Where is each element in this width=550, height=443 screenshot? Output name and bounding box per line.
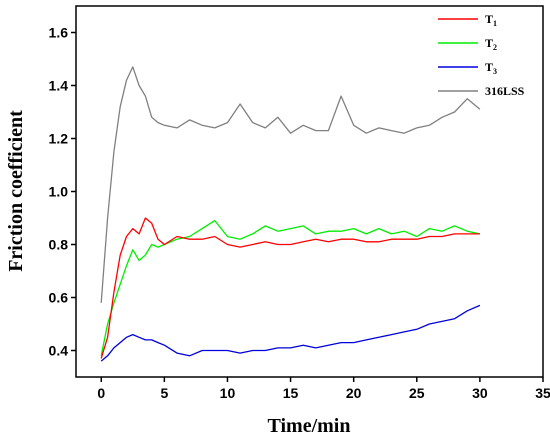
- series-line-2: [100, 219, 481, 356]
- legend-label-name: T: [485, 36, 493, 50]
- legend-label-subscript: 1: [493, 19, 497, 28]
- x-tick-label: 15: [283, 385, 299, 401]
- series-line-4: [100, 66, 481, 303]
- plot-frame: [75, 5, 544, 378]
- y-axis-title: Friction coefficient: [5, 110, 27, 272]
- y-tick-label: 1.0: [49, 184, 69, 200]
- legend-label-name: 316LSS: [485, 84, 525, 98]
- x-tick-label: 0: [97, 385, 105, 401]
- y-tick-label: 0.4: [49, 343, 69, 359]
- x-tick-label: 5: [160, 385, 168, 401]
- legend-label: T2: [485, 36, 497, 52]
- x-tick-label: 20: [346, 385, 362, 401]
- legend-label: T1: [485, 12, 497, 28]
- y-tick-label: 1.4: [49, 78, 69, 94]
- legend-label-subscript: 2: [493, 43, 497, 52]
- series-layer: [100, 66, 481, 362]
- y-tick-label: 1.6: [49, 25, 69, 41]
- legend-label-name: T: [485, 60, 493, 74]
- x-tick-label: 30: [472, 385, 488, 401]
- series-line-1: [100, 217, 480, 359]
- legend-label: T3: [485, 60, 497, 76]
- x-axis-title: Time/min: [268, 415, 351, 437]
- y-tick-label: 0.6: [49, 290, 69, 306]
- legend-label: 316LSS: [485, 84, 525, 98]
- y-tick-label: 1.2: [49, 131, 69, 147]
- x-tick-label: 25: [409, 385, 425, 401]
- series-line-3: [100, 304, 481, 362]
- x-tick-label: 35: [535, 385, 550, 401]
- x-tick-label: 10: [220, 385, 236, 401]
- y-tick-label: 0.8: [49, 237, 69, 253]
- legend-label-subscript: 3: [493, 67, 497, 76]
- axes-layer: 0 5 10 15 20 25 30 35 0.4 0.6 0.8 1.0 1.2 1.4 1.6: [49, 25, 550, 402]
- legend-label-name: T: [485, 12, 493, 26]
